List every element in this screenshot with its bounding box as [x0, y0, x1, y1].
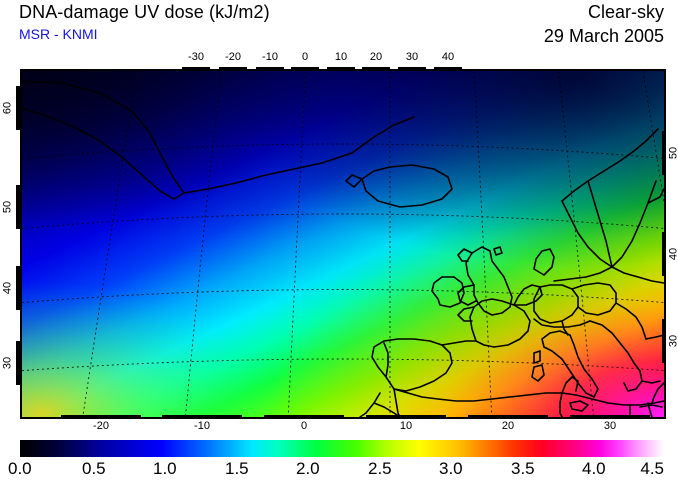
axis-tick-mark-right	[662, 232, 666, 276]
axis-tick-label-bottom: -20	[93, 420, 109, 432]
colorbar-tick-label: 2.5	[368, 459, 392, 478]
colorbar-tick-label: 3.5	[511, 459, 535, 478]
colorbar-tick-label: 4.5	[640, 459, 664, 478]
plot-frame	[20, 69, 666, 419]
axis-tick-label-bottom: -10	[194, 420, 210, 432]
axis-tick-label-top: 40	[441, 51, 455, 63]
axis-tick-mark-bottom	[264, 415, 344, 419]
axis-tick-label-top: 20	[369, 51, 383, 63]
axis-tick-label-left: 30	[1, 356, 14, 370]
uv-dose-field	[22, 71, 664, 417]
coastlines	[22, 80, 664, 417]
axis-tick-label-top: -30	[188, 51, 204, 63]
axis-tick-label-bottom: 20	[501, 420, 515, 432]
axis-tick-mark-top	[182, 67, 210, 71]
axis-tick-mark-left	[16, 266, 20, 310]
colorbar-tick-label: 2.0	[296, 459, 320, 478]
page-title: DNA-damage UV dose (kJ/m2)	[19, 2, 270, 22]
axis-tick-mark-top	[398, 67, 426, 71]
source-label: MSR - KNMI	[19, 26, 98, 42]
axis-tick-mark-bottom	[162, 415, 242, 419]
axis-tick-mark-top	[434, 67, 462, 71]
axis-tick-mark-top	[291, 67, 319, 71]
colorbar-tick-label: 3.0	[439, 459, 463, 478]
colorbar-gradient	[20, 440, 664, 457]
colorbar-tick-label: 1.0	[153, 459, 177, 478]
axis-tick-mark-bottom	[570, 415, 650, 419]
map-field-svg	[22, 71, 664, 417]
colorbar-tick-label: 0.0	[8, 459, 32, 478]
axis-tick-mark-left	[16, 86, 20, 130]
axis-tick-mark-top	[256, 67, 284, 71]
map-plot	[20, 69, 666, 419]
colorbar[interactable]: 0.0 0.5 1.0 1.5 2.0 2.5 3.0 3.5 4.0 4.5	[8, 440, 664, 478]
axis-tick-label-right: 30	[667, 334, 678, 348]
axis-tick-mark-bottom	[61, 415, 141, 419]
date-label: 29 March 2005	[543, 26, 664, 46]
axis-tick-label-bottom: 30	[603, 420, 617, 432]
colorbar-tick-label: 0.5	[82, 459, 106, 478]
axis-tick-label-right: 40	[667, 247, 678, 261]
axis-tick-label-bottom: 0	[300, 420, 308, 432]
axis-tick-label-left: 40	[1, 281, 14, 295]
axis-tick-mark-left	[16, 185, 20, 229]
axis-tick-label-top: -10	[262, 51, 278, 63]
axis-tick-label-top: 30	[405, 51, 419, 63]
condition-label: Clear-sky	[587, 2, 664, 22]
axis-tick-label-top: 0	[301, 51, 309, 63]
axis-tick-label-right: 50	[667, 146, 678, 160]
colorbar-tick-label: 1.5	[225, 459, 249, 478]
axis-tick-mark-right	[662, 319, 666, 363]
axis-tick-mark-top	[219, 67, 247, 71]
axis-tick-mark-top	[327, 67, 355, 71]
axis-tick-label-top: -20	[225, 51, 241, 63]
axis-tick-label-bottom: 10	[399, 420, 413, 432]
axis-tick-mark-top	[362, 67, 390, 71]
axis-tick-mark-bottom	[468, 415, 548, 419]
axis-tick-label-top: 10	[334, 51, 348, 63]
chart-header: DNA-damage UV dose (kJ/m2) MSR - KNMI Cl…	[0, 0, 678, 52]
axis-tick-mark-left	[16, 341, 20, 385]
axis-tick-mark-bottom	[366, 415, 446, 419]
axis-tick-label-left: 60	[1, 101, 14, 115]
axis-tick-label-left: 50	[1, 200, 14, 214]
colorbar-tick-label: 4.0	[582, 459, 606, 478]
axis-tick-mark-right	[662, 131, 666, 175]
